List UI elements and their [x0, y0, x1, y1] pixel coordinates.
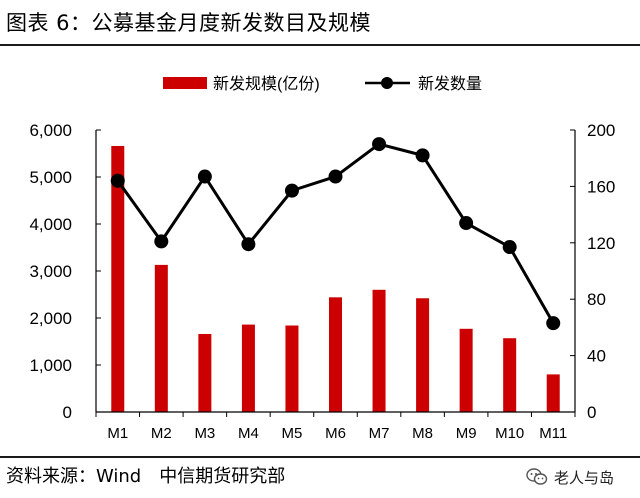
x-tick-label: M10 [495, 425, 524, 442]
bar-M1 [111, 145, 125, 412]
x-tick-label: M3 [194, 425, 215, 442]
right-tick-label: 160 [587, 177, 615, 196]
point-M5 [284, 183, 299, 198]
bar-M11 [546, 374, 560, 412]
bar-M5 [285, 325, 299, 412]
point-M1 [110, 173, 125, 188]
legend: 新发规模(亿份) 新发数量 [163, 75, 482, 93]
x-tick-label: M8 [412, 425, 433, 442]
point-M9 [459, 216, 474, 231]
source-org: 中信期货研究部 [159, 466, 286, 487]
bar-M3 [198, 333, 212, 412]
left-tick-label: 3,000 [29, 262, 72, 281]
left-tick-label: 2,000 [29, 309, 72, 328]
x-tick-label: M11 [539, 425, 567, 442]
point-M4 [241, 237, 256, 252]
x-tick-label: M1 [107, 425, 128, 442]
x-tick-label: M4 [238, 425, 259, 442]
bar-M10 [503, 338, 517, 412]
right-tick-label: 40 [587, 347, 606, 366]
bar-M8 [416, 298, 430, 412]
axes: 0 1,000 2,000 3,000 4,000 5,000 6,000 0 40 80 120 1… [29, 121, 615, 442]
bar-M7 [372, 289, 386, 412]
source-divider [0, 456, 640, 458]
legend-line-marker [381, 77, 393, 89]
line-series [110, 137, 561, 331]
left-tick-label: 5,000 [29, 168, 72, 187]
x-tick-label: M2 [151, 425, 172, 442]
left-tick-label: 6,000 [29, 121, 72, 140]
figure-title: 图表 6：公募基金月度新发数目及规模 [6, 11, 372, 35]
bar-M2 [154, 264, 168, 412]
legend-line-label: 新发数量 [418, 75, 482, 93]
x-tick-label: M6 [325, 425, 346, 442]
point-M10 [502, 240, 517, 255]
legend-bar-label: 新发规模(亿份) [213, 75, 320, 93]
x-tick-label: M7 [369, 425, 390, 442]
left-tick-label: 4,000 [29, 215, 72, 234]
bar-M4 [241, 324, 255, 412]
legend-bar-swatch [163, 77, 207, 89]
point-M6 [328, 169, 343, 184]
x-tick-label: M9 [456, 425, 477, 442]
left-tick-label: 1,000 [29, 356, 72, 375]
watermark: 老人与岛 [526, 464, 614, 490]
source-note: 资料来源：Wind 中信期货研究部 [6, 462, 285, 492]
right-tick-label: 80 [587, 290, 606, 309]
point-M11 [546, 316, 561, 331]
combo-chart: 新发规模(亿份) 新发数量 0 1,000 2,000 3,000 4,000 5,000 6… [29, 75, 615, 442]
wechat-icon [526, 468, 548, 485]
point-M2 [154, 234, 169, 249]
left-tick-label: 0 [63, 403, 72, 422]
point-M3 [197, 169, 212, 184]
right-tick-label: 120 [587, 234, 615, 253]
right-tick-label: 0 [587, 403, 596, 422]
bar-series [111, 145, 560, 412]
right-tick-label: 200 [587, 121, 615, 140]
point-M8 [415, 148, 430, 163]
bar-M9 [459, 328, 473, 412]
x-tick-label: M5 [282, 425, 303, 442]
point-M7 [372, 137, 387, 152]
bar-M6 [329, 297, 342, 412]
source-label: 资料来源：Wind [6, 466, 142, 487]
watermark-text: 老人与岛 [554, 468, 615, 487]
title-divider [0, 44, 640, 46]
